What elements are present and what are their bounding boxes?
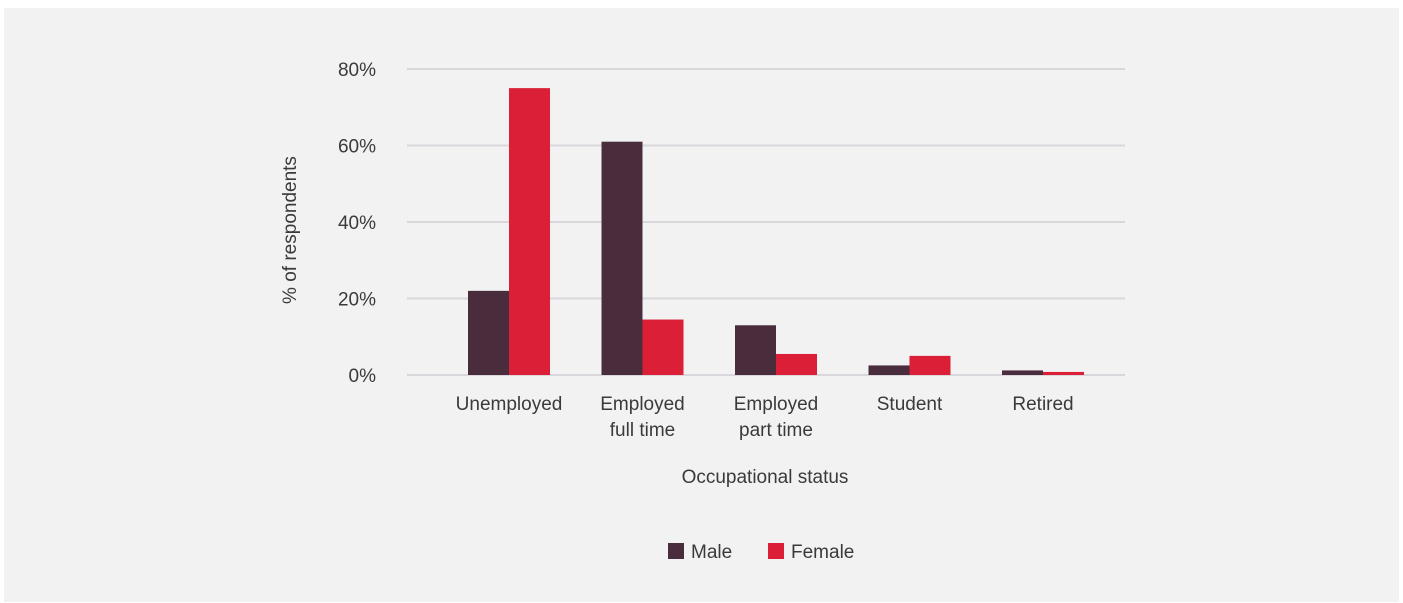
bar-female-1 (642, 319, 684, 375)
y-tick-label: 40% (338, 213, 376, 234)
bar-male-1 (601, 141, 643, 375)
bar-female-2 (776, 353, 817, 375)
y-tick-label: 60% (338, 137, 376, 158)
bar-male-0 (468, 290, 509, 375)
x-tick-label: Unemployed (456, 394, 563, 415)
bars (468, 88, 1084, 375)
bar-chart: 0% 20% 40% 60% 80% Unemployed Employed full ti… (280, 60, 1125, 563)
x-tick-label: Student (877, 394, 943, 415)
y-tick-label: 0% (349, 366, 377, 387)
y-axis-ticks: 0% 20% 40% 60% 80% (338, 60, 376, 387)
bar-male-3 (868, 365, 910, 375)
x-tick-label: Retired (1012, 394, 1073, 415)
x-tick-label: part time (739, 420, 813, 441)
y-axis-title: % of respondents (280, 156, 301, 304)
legend-label-male: Male (691, 542, 732, 563)
y-tick-label: 80% (338, 60, 376, 81)
bar-female-0 (509, 88, 550, 375)
x-tick-label: Employed (600, 394, 685, 415)
x-tick-label: full time (610, 420, 675, 441)
chart-panel: 0% 20% 40% 60% 80% Unemployed Employed full ti… (4, 8, 1399, 602)
legend-swatch-female (768, 543, 784, 559)
x-axis-ticks: Unemployed Employed full time Employed part … (456, 394, 1074, 441)
bar-female-4 (1043, 371, 1084, 375)
y-tick-label: 20% (338, 290, 376, 311)
bar-male-2 (735, 325, 776, 375)
bar-female-3 (909, 355, 951, 375)
bar-male-4 (1002, 370, 1043, 375)
legend-swatch-male (668, 543, 684, 559)
x-tick-label: Employed (734, 394, 819, 415)
x-axis-title: Occupational status (682, 467, 849, 488)
legend: Male Female (668, 542, 854, 563)
legend-label-female: Female (791, 542, 854, 563)
